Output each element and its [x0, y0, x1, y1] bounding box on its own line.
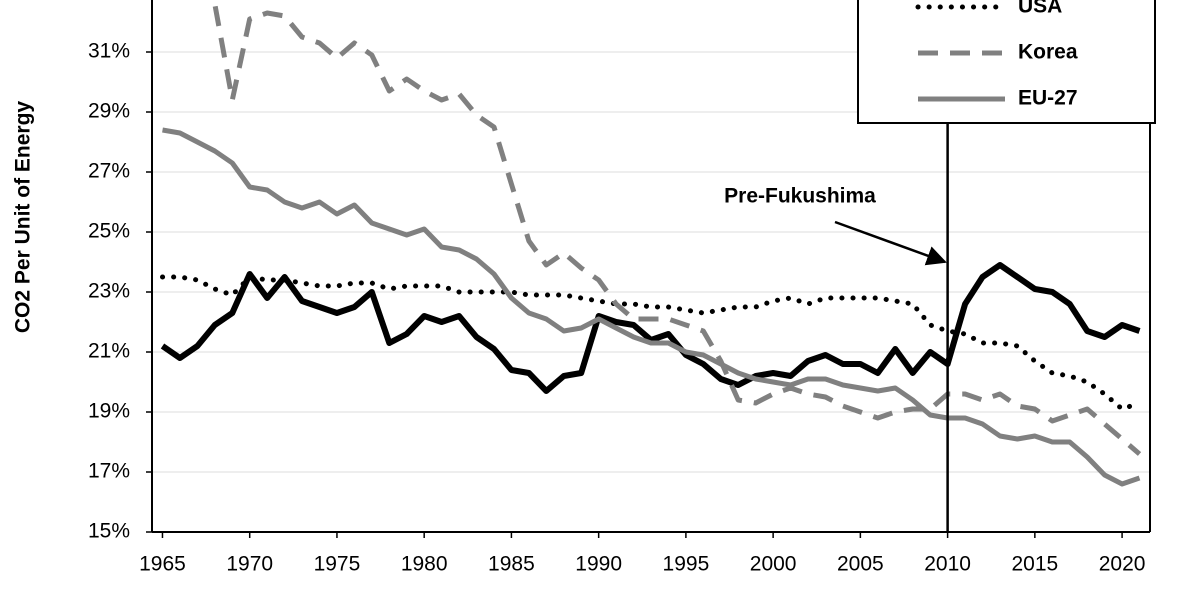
y-axis-label: CO2 Per Unit of Energy — [12, 101, 35, 334]
legend-label: EU-27 — [1018, 87, 1078, 110]
series-line — [160, 262, 1141, 394]
annotation-arrow — [834, 220, 947, 266]
x-tick-label: 1985 — [488, 553, 535, 576]
x-tick-label: 1965 — [139, 553, 186, 576]
legend-label: Korea — [1018, 41, 1078, 64]
x-tick-label: 2015 — [1011, 553, 1058, 576]
y-tick-label: 17% — [88, 460, 130, 483]
y-tick-label: 25% — [88, 220, 130, 243]
x-tick-label: 1975 — [314, 553, 361, 576]
x-tick-label: 2005 — [837, 553, 884, 576]
series-line — [162, 127, 1141, 487]
y-tick-label: 29% — [88, 100, 130, 123]
axes: 15% 17% 19% 21% 23% 25% 27% 29% 31% 33% 1965 1970 19… — [88, 0, 1151, 576]
annotation: Pre-Fukushima — [724, 185, 876, 208]
x-tick-label: 2000 — [750, 553, 797, 576]
y-tick-label: 27% — [88, 160, 130, 183]
grid — [152, 51, 1150, 533]
legend: USA Korea EU-27 — [857, 0, 1156, 124]
x-tick-label: 1990 — [575, 553, 622, 576]
x-tick-label: 2010 — [924, 553, 971, 576]
x-tick-label: 2020 — [1099, 553, 1146, 576]
x-tick-label: 1970 — [226, 553, 273, 576]
plot-area — [160, 0, 1142, 487]
legend-box — [857, 0, 1156, 124]
y-tick-label: 21% — [88, 340, 130, 363]
y-tick-label: 23% — [88, 280, 130, 303]
series-line — [208, 0, 1142, 456]
y-tick-label: 15% — [88, 520, 130, 543]
legend-label: USA — [1018, 0, 1062, 18]
y-tick-label: 33% — [88, 0, 130, 3]
x-tick-label: 1995 — [663, 553, 710, 576]
y-tick-label: 19% — [88, 400, 130, 423]
x-tick-label: 1980 — [401, 553, 448, 576]
y-tick-label: 31% — [88, 40, 130, 63]
